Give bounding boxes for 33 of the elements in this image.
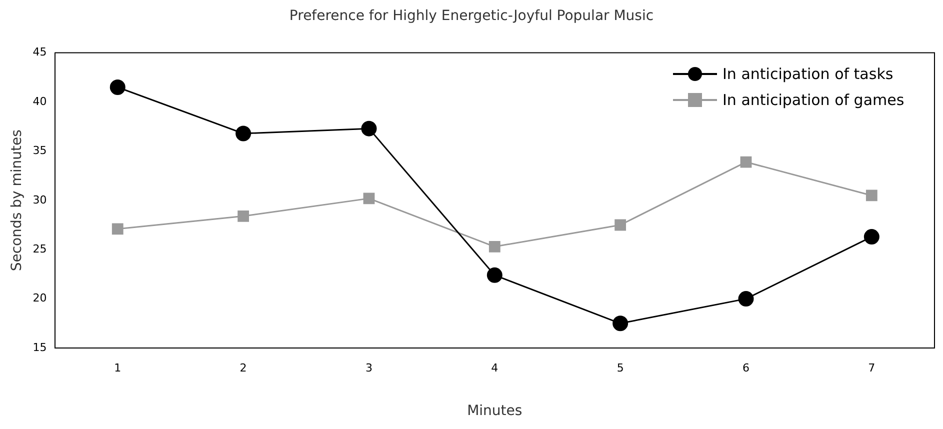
legend-label: In anticipation of tasks bbox=[722, 64, 894, 85]
x-tick-label: 5 bbox=[616, 361, 624, 374]
point bbox=[612, 316, 628, 332]
x-tick-label: 3 bbox=[365, 361, 372, 374]
point bbox=[486, 267, 502, 283]
point bbox=[112, 223, 124, 235]
y-tick-label: 35 bbox=[32, 144, 47, 158]
point bbox=[738, 291, 754, 307]
y-tick-label: 20 bbox=[32, 292, 47, 305]
point bbox=[236, 126, 252, 142]
y-axis-title: Seconds by minutes bbox=[9, 130, 26, 272]
point bbox=[363, 192, 375, 204]
y-tick-label: 40 bbox=[32, 94, 47, 108]
legend-label: In anticipation of games bbox=[722, 90, 904, 111]
x-tick-label: 4 bbox=[491, 361, 498, 374]
y-tick-label: 45 bbox=[32, 46, 47, 59]
y-tick-label: 30 bbox=[32, 193, 47, 206]
point bbox=[488, 240, 500, 252]
x-tick-label: 1 bbox=[114, 361, 122, 374]
y-tick-label: 25 bbox=[32, 242, 47, 256]
point bbox=[864, 229, 880, 245]
x-tick-label: 6 bbox=[742, 361, 750, 374]
x-axis-title: Minutes bbox=[467, 403, 522, 420]
point bbox=[110, 79, 126, 95]
point bbox=[238, 210, 250, 222]
y-tick-label: 15 bbox=[32, 340, 47, 354]
chart-title: Preference for Highly Energetic-Joyful Popular Music bbox=[289, 8, 654, 24]
point bbox=[361, 120, 377, 136]
x-tick-label: 7 bbox=[868, 361, 876, 374]
point bbox=[866, 190, 878, 202]
point bbox=[740, 156, 752, 168]
point bbox=[614, 219, 626, 231]
x-tick-label: 2 bbox=[240, 361, 247, 374]
